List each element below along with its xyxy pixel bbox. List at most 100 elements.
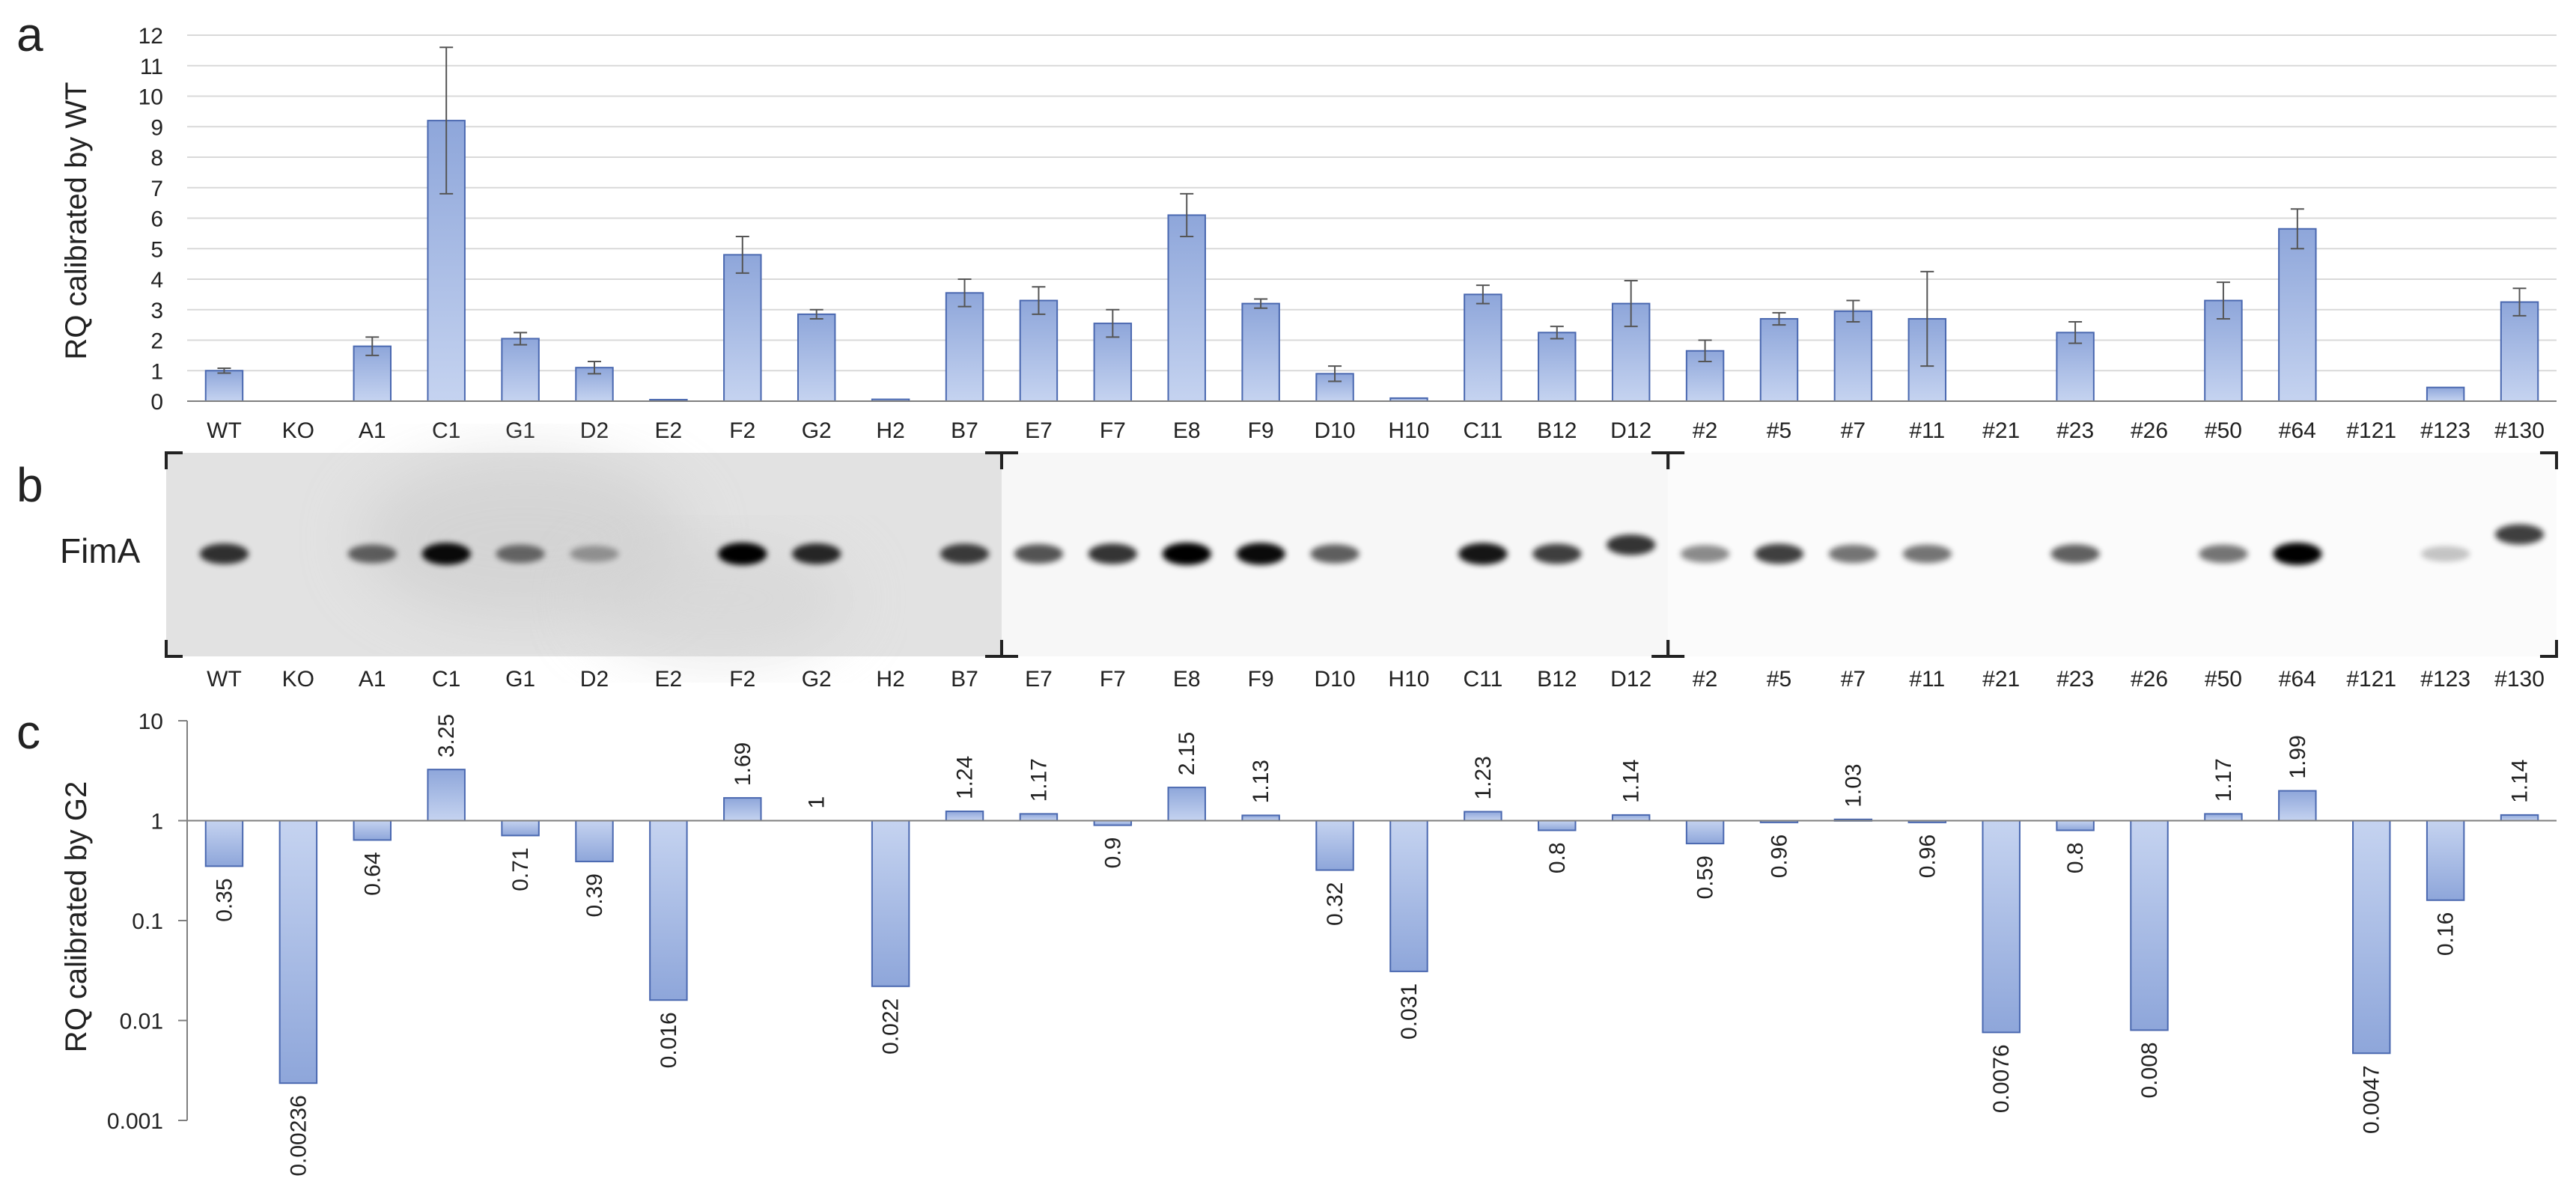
blot-brackets bbox=[165, 451, 2558, 658]
data-label-e2: 0.016 bbox=[657, 1012, 681, 1068]
bar-wt bbox=[204, 370, 244, 402]
data-label-n7: 1.03 bbox=[1841, 763, 1866, 807]
bar-d2 bbox=[575, 820, 614, 863]
data-label-f7: 0.9 bbox=[1100, 838, 1125, 869]
bar-n23 bbox=[2056, 332, 2095, 402]
panel-a-y-tick-label: 1 bbox=[150, 359, 163, 384]
fima-band-n2 bbox=[1680, 545, 1730, 563]
panel-c-y-axis-label: RQ calibrated by G2 bbox=[60, 781, 93, 1052]
fima-band-d10 bbox=[1310, 544, 1359, 564]
blot-lane-label: C11 bbox=[1463, 667, 1502, 692]
fima-band-f9 bbox=[1236, 543, 1285, 565]
panel-a-x-tick-label: #123 bbox=[2420, 418, 2470, 443]
bar-e2 bbox=[649, 820, 688, 1001]
panel-c-bars bbox=[204, 769, 2539, 1084]
blot-lane-label: F7 bbox=[1100, 667, 1126, 692]
panel-a-x-tick-label: F2 bbox=[729, 418, 755, 443]
bar-a1 bbox=[353, 820, 392, 841]
panel-a-y-tick-label: 8 bbox=[150, 146, 163, 171]
bar-d12 bbox=[1611, 814, 1651, 822]
bar-n2 bbox=[1685, 820, 1725, 845]
panel-b-letter: b bbox=[16, 458, 43, 512]
blot-lane-label: B7 bbox=[951, 667, 978, 692]
panel-c-data-labels: 0.35 0.00236 0.64 3.25 0.71 0.39 0.016 1.69 1 0.0… bbox=[212, 714, 2532, 1177]
bar-b12 bbox=[1538, 332, 1577, 402]
panel-a-bars bbox=[204, 120, 2539, 403]
fima-band-a1 bbox=[347, 544, 397, 564]
blot-lane-label: KO bbox=[282, 667, 314, 692]
blot-bracket-2 bbox=[999, 451, 1670, 658]
panel-a-grid bbox=[187, 34, 2557, 372]
blot-lane-label: #21 bbox=[1982, 667, 2020, 692]
bar-f9 bbox=[1241, 814, 1280, 822]
blot-lane-labels: WT KO A1 C1 G1 D2 E2 F2 G2 H2 B7 E7 F7 E8 F9 D10 H10 C11 B… bbox=[207, 667, 2545, 692]
panel-a-x-tick-label: #23 bbox=[2056, 418, 2094, 443]
data-label-d2: 0.39 bbox=[582, 873, 607, 917]
blot-lane-label: A1 bbox=[359, 667, 386, 692]
bar-g1 bbox=[501, 820, 540, 837]
panel-a-x-tick-label: F9 bbox=[1248, 418, 1274, 443]
fima-band-d12 bbox=[1607, 534, 1656, 555]
fima-band-e7 bbox=[1014, 544, 1064, 564]
panel-a-x-tick-label: H10 bbox=[1388, 418, 1429, 443]
blot-lane-label: D10 bbox=[1315, 667, 1356, 692]
panel-c-y-tick-label: 0.1 bbox=[132, 909, 163, 934]
blot-lane-label: #64 bbox=[2279, 667, 2316, 692]
blot-lane-label: #23 bbox=[2056, 667, 2094, 692]
bar-f2 bbox=[723, 797, 762, 822]
fima-band-n5 bbox=[1754, 543, 1804, 564]
blot-lane-label: E8 bbox=[1173, 667, 1201, 692]
panel-a-x-tick-label: D2 bbox=[580, 418, 609, 443]
fima-band-wt bbox=[199, 543, 249, 564]
panel-a-x-tick-label: #11 bbox=[1909, 418, 1945, 443]
panel-a-y-tick-label: 4 bbox=[150, 268, 163, 293]
panel-a-y-tick-label: 11 bbox=[140, 55, 163, 79]
bar-n123 bbox=[2426, 820, 2465, 901]
panel-a-error-bars bbox=[217, 46, 2527, 382]
blot-3-background bbox=[1668, 453, 2557, 656]
data-label-n2: 0.59 bbox=[1693, 855, 1718, 899]
bar-c11 bbox=[1464, 811, 1502, 822]
blot-lane-label: B12 bbox=[1537, 667, 1577, 692]
blot-smudge bbox=[584, 539, 853, 659]
fima-band-n130 bbox=[2494, 524, 2545, 545]
panel-c-y-ticks: 0.001 0.01 0.1 1 10 bbox=[107, 710, 188, 1134]
bar-h10 bbox=[1389, 820, 1428, 972]
panel-a-x-tick-label: E2 bbox=[655, 418, 683, 443]
blot-lane-label: F9 bbox=[1248, 667, 1274, 692]
bar-n7 bbox=[1833, 310, 1873, 403]
panel-a-x-tick-label: G1 bbox=[505, 418, 535, 443]
data-label-d12: 1.14 bbox=[1619, 760, 1644, 803]
blot-lane-label: G1 bbox=[505, 667, 535, 692]
bar-g1 bbox=[501, 338, 540, 402]
fima-band-n7 bbox=[1828, 544, 1878, 564]
data-label-b7: 1.24 bbox=[953, 756, 978, 799]
data-label-ko: 0.00236 bbox=[286, 1095, 311, 1176]
panel-a-y-tick-label: 3 bbox=[150, 299, 163, 323]
panel-a-x-tick-label: KO bbox=[282, 418, 314, 443]
data-label-d10: 0.32 bbox=[1323, 882, 1348, 926]
panel-c-chart: RQ calibrated by G2 0.001 0.01 0.1 1 10 0.35… bbox=[60, 710, 2557, 1177]
bar-e8 bbox=[1167, 787, 1206, 822]
bar-e7 bbox=[1019, 813, 1059, 822]
bar-e8 bbox=[1167, 214, 1206, 402]
blot-lane-label: #5 bbox=[1767, 667, 1791, 692]
bar-ko bbox=[278, 820, 318, 1084]
panel-a-x-tick-label: G2 bbox=[802, 418, 832, 443]
bar-c11 bbox=[1464, 293, 1502, 402]
panel-a-x-tick-label: #7 bbox=[1841, 418, 1866, 443]
blot-lane-label: G2 bbox=[802, 667, 832, 692]
bar-n21 bbox=[1982, 820, 2021, 1034]
blot-lane-label: F2 bbox=[729, 667, 755, 692]
bar-f9 bbox=[1241, 302, 1280, 402]
panel-a-x-tick-label: A1 bbox=[359, 418, 386, 443]
bar-n64 bbox=[2278, 790, 2317, 822]
data-label-f9: 1.13 bbox=[1249, 760, 1273, 803]
data-label-h10: 0.031 bbox=[1397, 983, 1422, 1040]
bar-b7 bbox=[945, 292, 984, 402]
data-label-c11: 1.23 bbox=[1471, 756, 1496, 799]
bar-n130 bbox=[2500, 301, 2539, 402]
fima-band-n123 bbox=[2421, 546, 2470, 562]
panel-a-x-tick-labels: WT KO A1 C1 G1 D2 E2 F2 G2 H2 B7 E7 F7 E8 F9 D10 H10 C11 B… bbox=[207, 418, 2545, 443]
blot-lane-label: WT bbox=[207, 667, 242, 692]
